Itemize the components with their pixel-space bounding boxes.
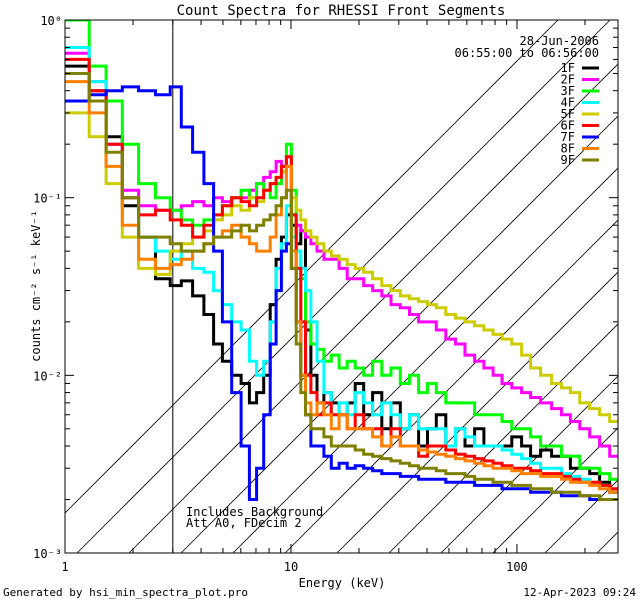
legend-label-1F: 1F xyxy=(561,61,575,75)
hatch-line xyxy=(336,271,618,553)
annotation-background: Includes Background xyxy=(186,505,323,519)
hatch-line xyxy=(232,167,618,553)
y-tick-label: 10⁻¹ xyxy=(33,192,62,206)
legend-label-8F: 8F xyxy=(561,142,575,156)
x-tick-label: 100 xyxy=(506,560,528,574)
x-axis-label: Energy (keV) xyxy=(299,576,386,590)
y-tick-label: 10⁻³ xyxy=(33,547,62,561)
y-tick-label: 10⁻² xyxy=(33,369,62,383)
series-line-7F xyxy=(65,85,618,501)
hatch-line xyxy=(76,20,611,553)
legend-label-2F: 2F xyxy=(561,73,575,87)
legend-label-6F: 6F xyxy=(561,119,575,133)
series-line-3F xyxy=(65,20,618,481)
legend-label-9F: 9F xyxy=(561,153,575,167)
y-tick-label: 10⁰ xyxy=(40,14,62,28)
timestamp-label: 12-Apr-2023 09:24 xyxy=(523,586,636,599)
hatch-line xyxy=(65,20,559,514)
series-line-9F xyxy=(65,72,618,501)
legend-label-7F: 7F xyxy=(561,130,575,144)
x-tick-label: 10 xyxy=(284,560,298,574)
date-label: 28-Jun-2006 xyxy=(520,34,599,48)
series-line-6F xyxy=(65,57,618,491)
series-line-1F xyxy=(65,64,618,494)
generated-by-label: Generated by hsi_min_spectra_plot.pro xyxy=(3,586,248,599)
hatch-line xyxy=(492,427,618,553)
x-tick-label: 1 xyxy=(61,560,68,574)
hatch-line xyxy=(128,63,618,553)
legend-label-5F: 5F xyxy=(561,107,575,121)
legend-label-3F: 3F xyxy=(561,84,575,98)
hatch-line xyxy=(284,219,618,553)
legend-label-4F: 4F xyxy=(561,96,575,110)
time-range-label: 06:55:00 to 06:56:00 xyxy=(455,46,600,60)
series-lines xyxy=(65,20,618,501)
chart-title: Count Spectra for RHESSI Front Segments xyxy=(177,3,506,19)
y-axis-label: counts cm⁻² s⁻¹ keV⁻¹ xyxy=(29,210,43,362)
annotation-attenuator: Att A0, FDecim 2 xyxy=(186,516,302,530)
series-line-2F xyxy=(65,51,618,458)
axes: 1 10 100 10⁰ 10⁻¹ 10⁻² 10⁻³ xyxy=(33,14,619,574)
hatch-line xyxy=(180,115,618,553)
plot-frame xyxy=(64,19,619,554)
